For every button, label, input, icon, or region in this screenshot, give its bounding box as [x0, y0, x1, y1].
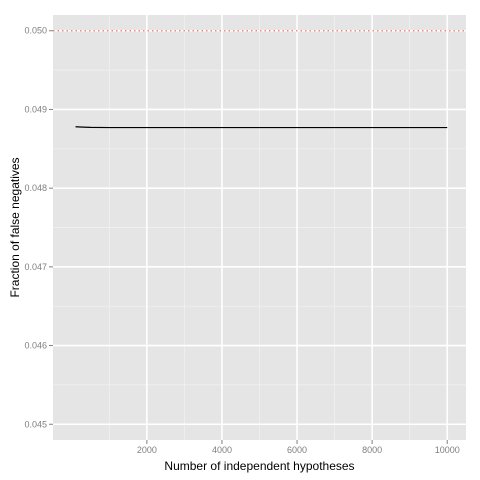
y-tick-label: 0.048 [24, 183, 47, 193]
x-tick-label: 4000 [212, 445, 232, 455]
y-tick-label: 0.049 [24, 104, 47, 114]
minor-gridlines [53, 15, 466, 440]
x-tick-label: 10000 [435, 445, 460, 455]
x-tick-label: 2000 [137, 445, 157, 455]
x-tick-label: 8000 [362, 445, 382, 455]
y-tick-label: 0.045 [24, 419, 47, 429]
y-tick-label: 0.050 [24, 26, 47, 36]
x-tick-label: 6000 [287, 445, 307, 455]
x-axis-title: Number of independent hypotheses [164, 459, 354, 473]
y-tick-label: 0.047 [24, 262, 47, 272]
series-line [75, 126, 448, 129]
data-series [75, 126, 448, 129]
y-axis-title: Fraction of false negatives [8, 157, 22, 297]
y-axis-ticks: 0.045 0.046 0.047 0.048 0.049 0.050 [24, 26, 53, 429]
x-axis-ticks: 2000 4000 6000 8000 10000 [137, 440, 460, 455]
y-tick-label: 0.046 [24, 341, 47, 351]
